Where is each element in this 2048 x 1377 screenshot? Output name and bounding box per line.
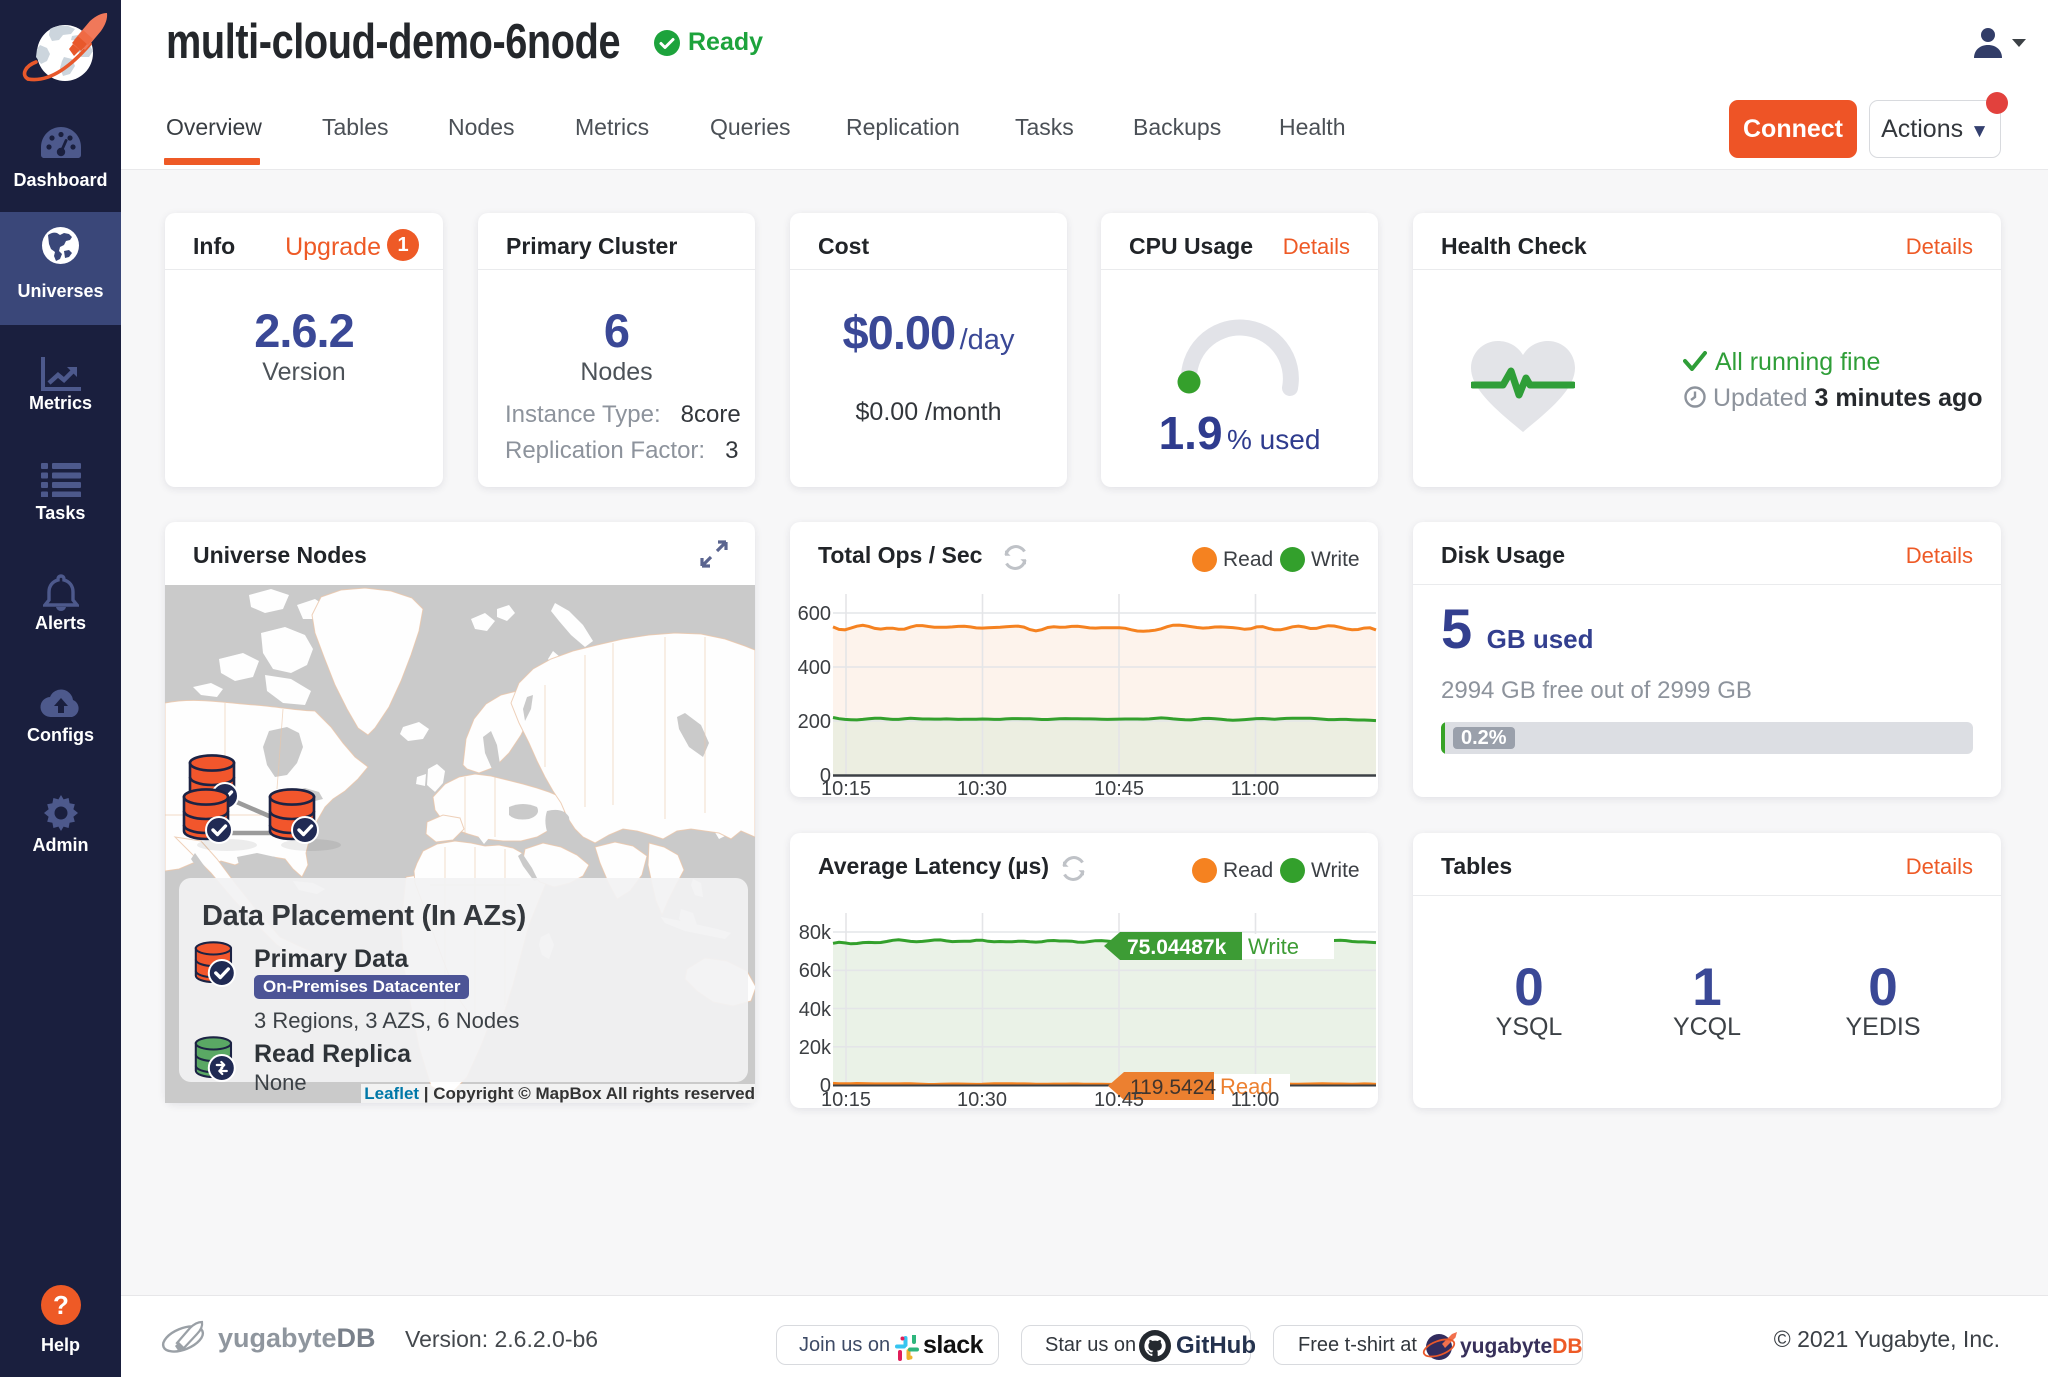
svg-text:Read: Read — [1220, 1074, 1273, 1099]
svg-text:119.5424: 119.5424 — [1130, 1076, 1216, 1099]
svg-text:Write: Write — [1248, 934, 1299, 959]
svg-text:75.04487k: 75.04487k — [1127, 936, 1227, 959]
svg-text:?: ? — [53, 1290, 69, 1320]
